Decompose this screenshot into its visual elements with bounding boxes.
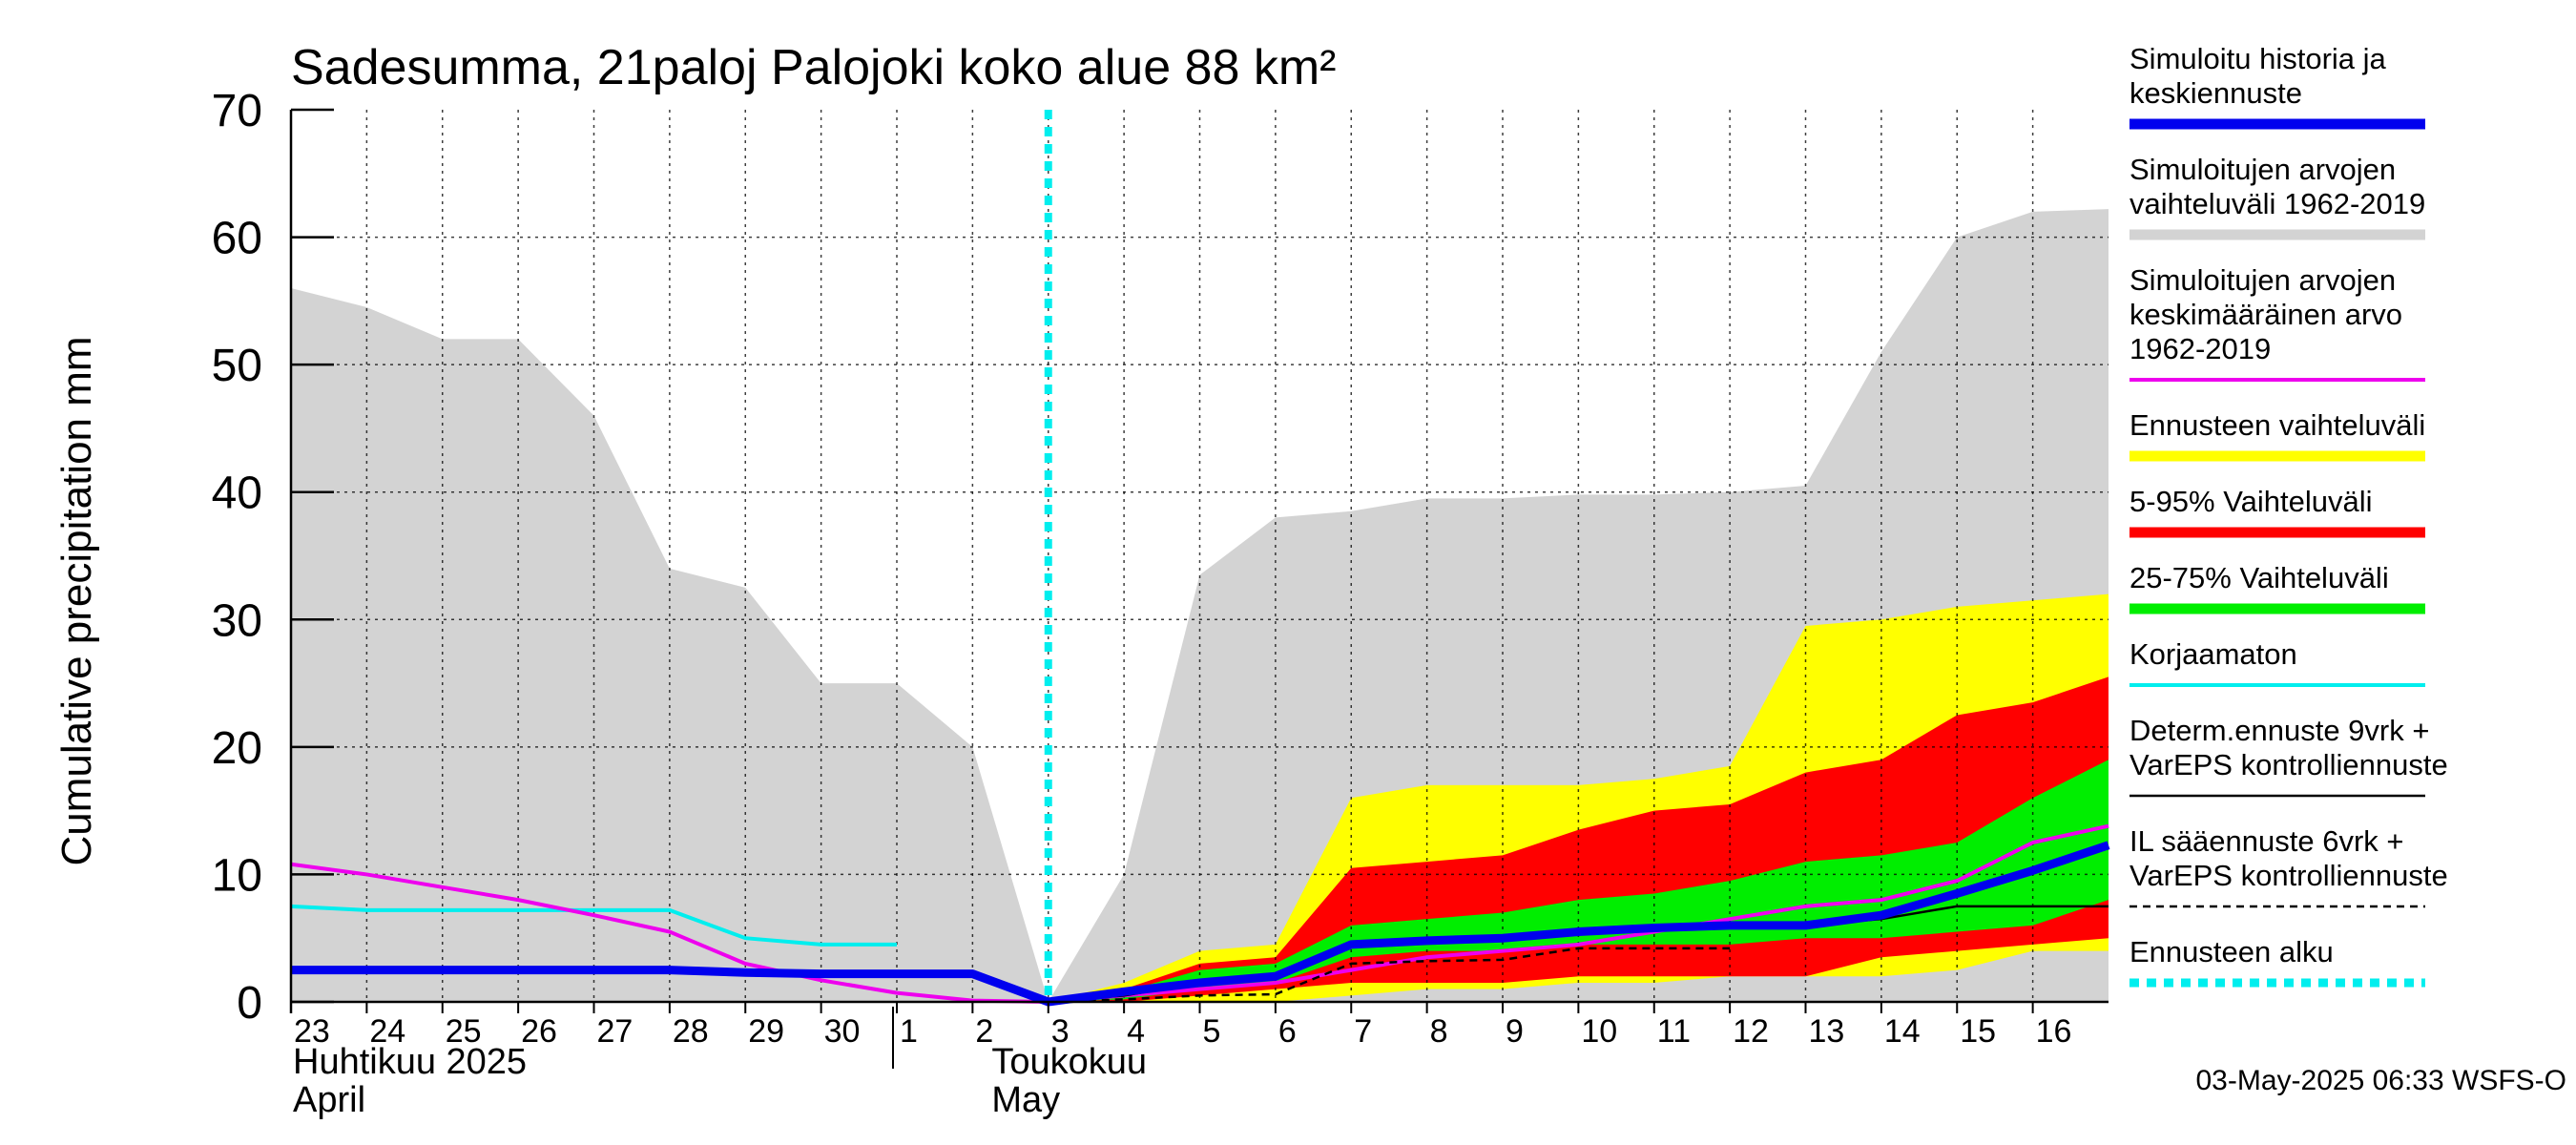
legend-entry: Ennusteen alku (2129, 935, 2425, 988)
legend-label: 1962-2019 (2129, 332, 2271, 365)
y-tick-label: 0 (237, 978, 262, 1029)
x-tick-label: 15 (1960, 1013, 1996, 1050)
month-label-fi: Huhtikuu 2025 (293, 1042, 527, 1082)
grid (291, 110, 2109, 1002)
x-tick-label: 7 (1354, 1013, 1372, 1050)
legend-label: Simuloitu historia ja (2129, 42, 2387, 75)
x-tick-label: 16 (2036, 1013, 2072, 1050)
legend-label: 25-75% Vaihteluväli (2129, 561, 2389, 594)
legend-label: Ennusteen vaihteluväli (2129, 408, 2425, 442)
legend-label: vaihteluväli 1962-2019 (2129, 187, 2425, 220)
month-label-fi: Toukokuu (991, 1042, 1147, 1082)
y-tick-label: 20 (212, 723, 262, 774)
legend-entry: Determ.ennuste 9vrk +VarEPS kontrollienn… (2129, 714, 2448, 798)
mean-forecast-line (291, 841, 2110, 1007)
x-tick-label: 25 (446, 1013, 482, 1050)
legend-label: VarEPS kontrolliennuste (2129, 859, 2448, 892)
p25-75-band (1048, 760, 2109, 1002)
legend: Simuloitu historia jakeskiennusteSimuloi… (2129, 42, 2448, 988)
month-label-en: April (293, 1080, 365, 1120)
legend-label: Ennusteen alku (2129, 935, 2334, 968)
x-tick-label: 24 (369, 1013, 405, 1050)
legend-label: keskimääräinen arvo (2129, 298, 2402, 331)
x-tick-label: 5 (1203, 1013, 1221, 1050)
legend-label: Korjaamaton (2129, 637, 2297, 671)
x-tick-label: 27 (597, 1013, 634, 1050)
x-tick-label: 12 (1733, 1013, 1769, 1050)
legend-entry: 5-95% Vaihteluväli (2129, 485, 2425, 538)
y-axis-label: Cumulative precipitation mm (53, 336, 100, 865)
x-tick-label: 30 (824, 1013, 861, 1050)
y-tick-label: 30 (212, 595, 262, 646)
month-label-en: May (991, 1080, 1060, 1120)
y-tick-label: 40 (212, 468, 262, 519)
il-forecast-line (1048, 947, 1731, 1004)
x-tick-label: 29 (748, 1013, 784, 1050)
x-tick-label: 11 (1657, 1013, 1691, 1050)
x-tick-label: 9 (1506, 1013, 1524, 1050)
x-tick-label: 8 (1430, 1013, 1448, 1050)
legend-label: IL sääennuste 6vrk + (2129, 824, 2404, 858)
legend-label: Determ.ennuste 9vrk + (2129, 714, 2429, 747)
x-tick-label: 3 (1051, 1013, 1070, 1050)
y-tick-label: 10 (212, 850, 262, 901)
x-tick-label: 28 (673, 1013, 709, 1050)
legend-entry: 25-75% Vaihteluväli (2129, 561, 2425, 614)
legend-label: 5-95% Vaihteluväli (2129, 485, 2372, 518)
x-tick-label: 1 (900, 1013, 918, 1050)
y-tick-label: 70 (212, 86, 262, 136)
hist-mean-line (290, 823, 2109, 1005)
uncorrected-line (290, 904, 897, 947)
legend-label: Simuloitujen arvojen (2129, 153, 2396, 186)
y-tick-label: 60 (212, 214, 262, 264)
y-tick-label: 50 (212, 341, 262, 391)
x-tick-label: 4 (1127, 1013, 1145, 1050)
x-tick-label: 26 (521, 1013, 557, 1050)
legend-entry: IL sääennuste 6vrk + VarEPS kontrollienn… (2129, 824, 2448, 908)
x-tick-label: 13 (1809, 1013, 1845, 1050)
legend-label: Simuloitujen arvojen (2129, 263, 2396, 297)
legend-label: keskiennuste (2129, 76, 2302, 110)
legend-label: VarEPS kontrolliennuste (2129, 748, 2448, 781)
x-tick-label: 14 (1884, 1013, 1921, 1050)
x-tick-label: 2 (975, 1013, 993, 1050)
legend-entry: Korjaamaton (2129, 637, 2425, 687)
legend-entry: Ennusteen vaihteluväli (2129, 408, 2425, 462)
footer-timestamp: 03-May-2025 06:33 WSFS-O (2196, 1065, 2567, 1096)
x-tick-label: 6 (1278, 1013, 1297, 1050)
x-tick-label: 23 (294, 1013, 330, 1050)
x-tick-label: 10 (1581, 1013, 1617, 1050)
chart-title: Sadesumma, 21paloj Palojoki koko alue 88… (291, 40, 1336, 95)
